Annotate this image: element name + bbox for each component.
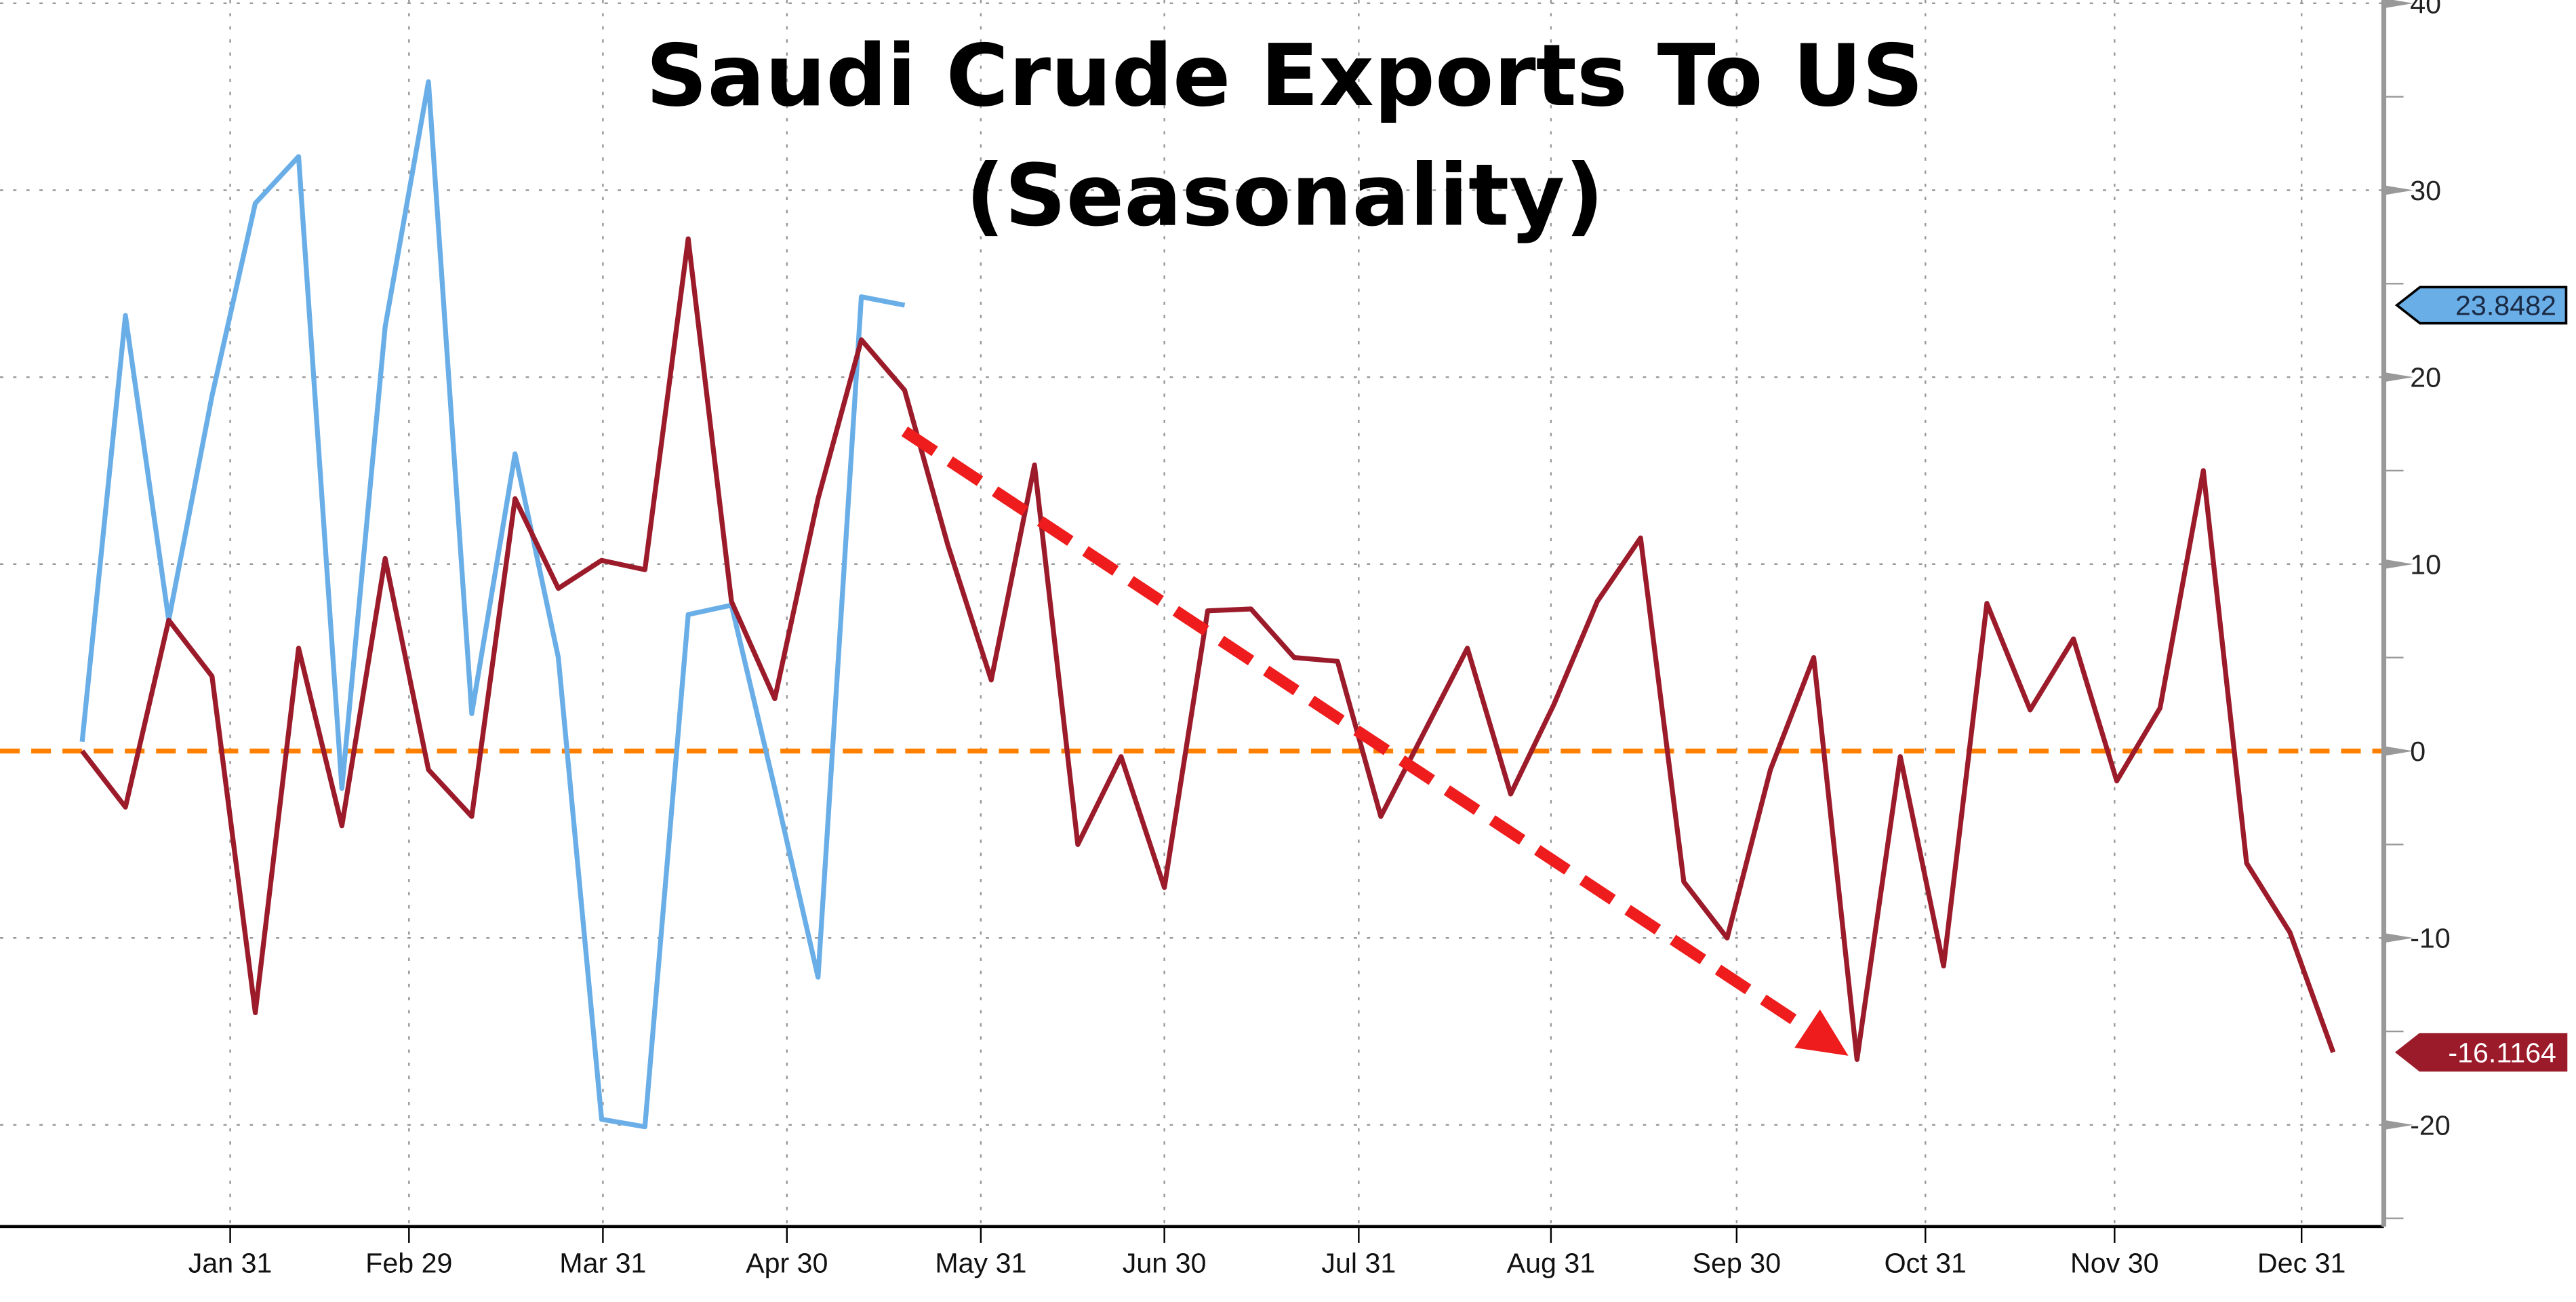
series-lines — [79, 79, 2336, 1130]
x-tick-label: Jun 30 — [1123, 1248, 1207, 1279]
y-tick-mark — [2383, 185, 2414, 195]
x-tick-label: Apr 30 — [746, 1248, 828, 1279]
y-tick-mark — [2383, 932, 2414, 943]
x-tick-label: Mar 31 — [559, 1248, 646, 1279]
y-tick-label: 30 — [2410, 175, 2441, 206]
x-tick-label: Jul 31 — [1321, 1248, 1396, 1279]
y-tick-mark — [2383, 0, 2414, 9]
y-tick-label: -20 — [2410, 1109, 2451, 1141]
arrow-head — [1794, 1009, 1849, 1056]
y-tick-mark — [2383, 559, 2414, 570]
x-tick-label: Dec 31 — [2257, 1248, 2346, 1279]
axes — [0, 0, 2414, 1243]
arrow-shaft — [901, 427, 1811, 1033]
x-tick-label: May 31 — [935, 1248, 1026, 1279]
x-tick-label: Sep 30 — [1693, 1248, 1782, 1279]
y-tick-label: 0 — [2410, 736, 2426, 767]
last-value-badge — [2394, 1033, 2568, 1072]
last-value-label: -16.1164 — [2448, 1037, 2556, 1068]
x-tick-label: Feb 29 — [365, 1248, 452, 1279]
chart-title-line-1: Saudi Crude Exports To US — [646, 26, 1924, 125]
y-tick-label: 10 — [2410, 549, 2441, 580]
y-tick-mark — [2383, 1120, 2414, 1130]
trend-arrow-annotation — [901, 427, 1849, 1056]
x-tick-label: Jan 31 — [188, 1248, 273, 1279]
y-tick-label: 20 — [2410, 362, 2441, 393]
x-tick-label: Nov 30 — [2070, 1248, 2159, 1279]
last-value-label: 23.8482 — [2455, 290, 2556, 321]
x-tick-label: Aug 31 — [1507, 1248, 1596, 1279]
series-line-current-year — [80, 236, 2336, 1062]
tick-labels: -20 -10 0 10 20 30 40 Jan 31 Feb 29 Mar 31 Apr 30 M… — [188, 0, 2568, 1279]
series-line-prior-year — [79, 79, 906, 1130]
last-value-badge — [2394, 285, 2568, 325]
y-tick-mark — [2383, 746, 2414, 756]
y-tick-label: -10 — [2410, 923, 2451, 954]
x-tick-label: Oct 31 — [1885, 1248, 1967, 1279]
y-tick-mark — [2383, 372, 2414, 382]
y-tick-label: 40 — [2410, 0, 2441, 19]
chart-title-line-2: (Seasonality) — [965, 145, 1604, 245]
gridlines — [0, 0, 2384, 1227]
